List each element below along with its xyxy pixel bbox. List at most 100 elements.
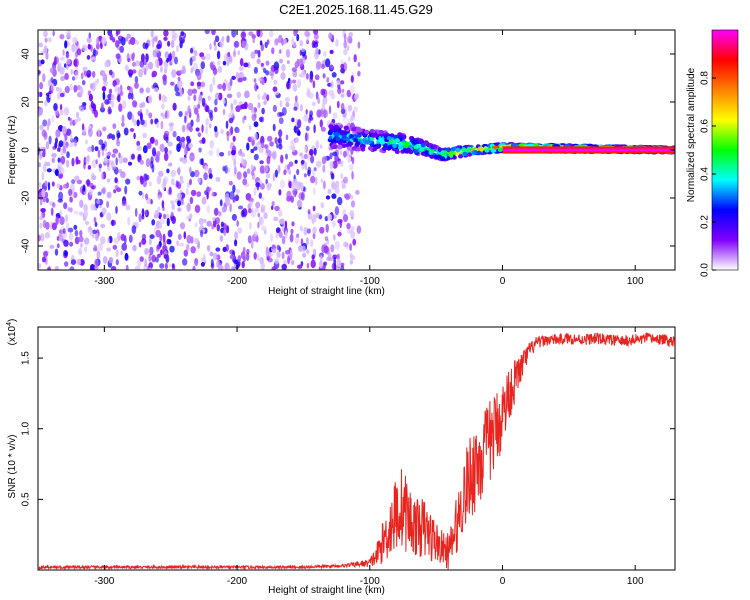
noise-blob (112, 123, 117, 129)
noise-blob (136, 176, 141, 181)
signal-blob (371, 133, 376, 138)
snr-point (455, 527, 456, 528)
noise-blob (50, 207, 54, 216)
noise-blob (241, 152, 245, 158)
noise-blob (149, 267, 152, 270)
signal-blob (378, 138, 384, 143)
noise-blob (351, 170, 354, 180)
noise-blob (259, 216, 263, 224)
noise-blob (70, 259, 76, 266)
noise-blob (315, 212, 320, 219)
noise-blob (163, 152, 169, 162)
noise-blob (166, 217, 170, 227)
noise-blob (101, 102, 104, 111)
noise-blob (39, 124, 44, 131)
noise-blob (103, 157, 109, 164)
noise-blob (62, 49, 65, 56)
noise-blob (59, 92, 65, 98)
noise-blob (254, 207, 259, 213)
noise-blob (213, 106, 218, 113)
noise-blob (131, 69, 137, 74)
noise-blob (199, 94, 203, 100)
noise-blob (78, 104, 82, 111)
noise-blob (265, 60, 270, 66)
noise-blob (233, 259, 238, 265)
noise-blob (210, 258, 214, 268)
noise-blob (69, 207, 73, 213)
noise-blob (140, 53, 145, 63)
noise-blob (195, 127, 200, 132)
noise-blob (226, 225, 230, 234)
noise-blob (44, 37, 48, 43)
noise-blob (257, 77, 262, 82)
noise-blob (151, 254, 156, 263)
snr-line-group (38, 331, 675, 570)
noise-blob (231, 149, 236, 156)
noise-blob (132, 100, 137, 108)
noise-blob (217, 66, 223, 73)
noise-blob (173, 33, 179, 38)
noise-blob (89, 83, 94, 90)
noise-blob (253, 153, 259, 161)
signal-blob (476, 150, 482, 156)
noise-blob (60, 75, 66, 82)
noise-blob (169, 186, 172, 195)
noise-blob (291, 180, 297, 190)
noise-blob (194, 237, 200, 245)
noise-blob (90, 56, 97, 61)
noise-blob (110, 265, 117, 270)
noise-blob (216, 148, 220, 158)
signal-blob (413, 149, 419, 154)
noise-blob (169, 125, 174, 132)
noise-blob (277, 209, 283, 217)
noise-blob (162, 74, 167, 82)
noise-blob (248, 31, 254, 36)
noise-blob (340, 262, 345, 267)
noise-blob (201, 137, 206, 145)
noise-blob (86, 179, 90, 187)
noise-blob (125, 65, 130, 72)
noise-blob (343, 241, 349, 248)
noise-blob (240, 158, 245, 165)
noise-blob (296, 33, 300, 42)
noise-blob (273, 216, 279, 222)
noise-blob (328, 32, 333, 40)
noise-blob (232, 50, 236, 58)
noise-blob (347, 104, 353, 112)
noise-blob (211, 190, 214, 197)
noise-blob (47, 181, 51, 191)
noise-blob (102, 126, 107, 132)
noise-blob (40, 59, 45, 65)
noise-blob (91, 175, 97, 181)
noise-blob (291, 260, 295, 266)
noise-blob (129, 37, 136, 45)
noise-blob (69, 83, 73, 91)
noise-blob (307, 166, 312, 175)
noise-blob (71, 43, 76, 53)
noise-blob (52, 202, 56, 208)
noise-blob (162, 245, 168, 252)
noise-blob (180, 31, 185, 37)
noise-blob (54, 141, 58, 149)
noise-blob (263, 100, 267, 105)
noise-blob (153, 87, 159, 92)
noise-blob (213, 207, 219, 216)
noise-blob (297, 130, 301, 137)
noise-blob (357, 41, 361, 49)
colorbar-tick-label: 0.6 (700, 119, 711, 133)
spectrogram-x-tick-label: -300 (94, 276, 114, 287)
noise-blob (206, 244, 211, 252)
noise-blob (246, 142, 250, 151)
noise-blob (119, 45, 125, 53)
noise-blob (184, 110, 189, 116)
noise-blob (306, 73, 309, 80)
noise-blob (59, 66, 65, 75)
noise-blob (41, 188, 46, 198)
snr-y-tick-label: 1.0 (21, 421, 32, 435)
figure-title: C2E1.2025.168.11.45.G29 (279, 2, 433, 17)
noise-blob (279, 58, 284, 64)
noise-blob (240, 251, 246, 260)
noise-blob (79, 199, 84, 208)
noise-blob (185, 187, 189, 196)
